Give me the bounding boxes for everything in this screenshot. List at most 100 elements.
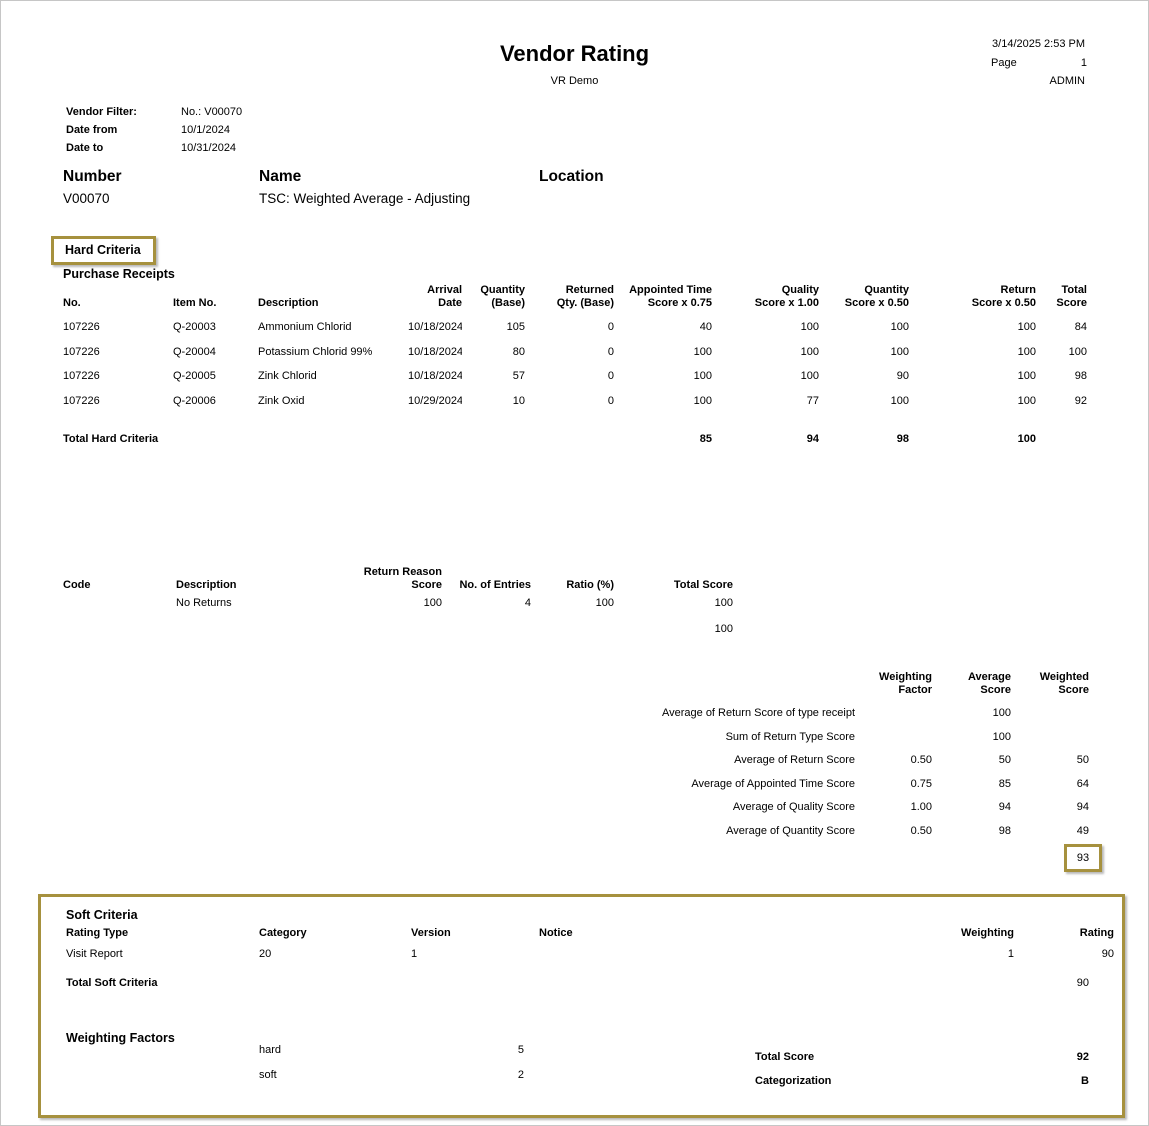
col-arrival-date: Arrival Date xyxy=(427,284,462,309)
col-item-no: Item No. xyxy=(173,296,217,309)
report-datetime: 3/14/2025 2:53 PM xyxy=(992,38,1085,50)
cell-no: 107226 xyxy=(63,345,100,358)
cell-desc: Ammonium Chlorid xyxy=(258,321,352,333)
returns-grand-total-row: 100 xyxy=(63,610,733,636)
summary-row: Sum of Return Type Score 100 xyxy=(501,720,1089,744)
date-from-row: Date from 10/1/2024 xyxy=(66,124,386,142)
total-return: 100 xyxy=(1017,433,1036,445)
summary-factor xyxy=(855,696,932,720)
cell-no: 107226 xyxy=(63,394,100,407)
col-return-description: Description xyxy=(176,578,237,591)
cell-appointed: 100 xyxy=(693,394,712,407)
soft-criteria-heading: Soft Criteria xyxy=(66,908,138,922)
col-weighted-score: Weighted Score xyxy=(1039,671,1089,696)
col-appointed-score: Appointed Time Score x 0.75 xyxy=(629,284,712,309)
cell-quality: 100 xyxy=(800,345,819,358)
cell-return: 100 xyxy=(1017,394,1036,407)
cell-ret-qty: 0 xyxy=(607,321,614,333)
soft-header-row: Rating Type Category Version Notice Weig… xyxy=(66,927,1114,940)
returns-header-row: Code Description Return Reason Score No.… xyxy=(63,566,733,591)
total-appointed: 85 xyxy=(699,433,712,445)
vendor-number: V00070 xyxy=(63,191,110,206)
cell-total: 98 xyxy=(1074,370,1087,382)
cell-quantity: 100 xyxy=(890,345,909,358)
hard-criteria-badge: Hard Criteria xyxy=(51,236,156,265)
cell-return: 100 xyxy=(1017,345,1036,358)
summary-row: Average of Quantity Score 0.50 98 49 xyxy=(501,814,1089,838)
summary-label: Average of Return Score of type receipt xyxy=(661,707,855,719)
col-category: Category xyxy=(259,927,307,939)
summary-row: Average of Quality Score 1.00 94 94 xyxy=(501,790,1089,814)
report-user: ADMIN xyxy=(1049,75,1085,87)
categorization-label: Categorization xyxy=(755,1075,832,1087)
summary-factor: 0.50 xyxy=(910,824,932,837)
cell-no: 107226 xyxy=(63,370,100,382)
returns-grand-total: 100 xyxy=(714,622,733,635)
summary-weighted xyxy=(1011,696,1089,720)
purchase-receipts-heading: Purchase Receipts xyxy=(63,267,175,281)
total-score-row: Total Score 92 xyxy=(755,1051,1089,1064)
vendor-number-header: Number xyxy=(63,168,122,185)
col-returned-qty: Returned Qty. (Base) xyxy=(556,284,614,309)
receipts-header-row: No. Item No. Description Arrival Date Qu… xyxy=(63,284,1087,309)
summary-average: 100 xyxy=(992,730,1011,743)
cell-appointed: 40 xyxy=(699,321,712,333)
receipt-row: 107226 Q-20004 Potassium Chlorid 99% 10/… xyxy=(63,334,1087,359)
summary-average: 100 xyxy=(992,707,1011,719)
receipt-row: 107226 Q-20005 Zink Chlorid 10/18/2024 5… xyxy=(63,358,1087,383)
cell-item: Q-20004 xyxy=(173,345,216,358)
summary-average: 85 xyxy=(998,777,1011,790)
purchase-receipts-table: No. Item No. Description Arrival Date Qu… xyxy=(63,284,1087,407)
cell-quality: 100 xyxy=(800,370,819,382)
factor-row-soft: soft 2 xyxy=(259,1069,524,1082)
col-quality-score: Quality Score x 1.00 xyxy=(754,284,819,309)
cell-version: 1 xyxy=(411,947,418,960)
cell-total: 92 xyxy=(1074,394,1087,407)
categorization-row: Categorization B xyxy=(755,1075,1089,1088)
cell-returns-total: 100 xyxy=(714,597,733,609)
cell-quality: 77 xyxy=(806,394,819,407)
summary-factor: 1.00 xyxy=(910,801,932,813)
report-subtitle: VR Demo xyxy=(550,75,599,87)
col-returns-total-score: Total Score xyxy=(673,578,733,591)
weighting-factors-heading: Weighting Factors xyxy=(66,1031,175,1045)
cell-weighting: 1 xyxy=(1007,947,1014,960)
cell-desc: Potassium Chlorid 99% xyxy=(258,345,373,358)
cell-return: 100 xyxy=(1017,370,1036,382)
date-to-row: Date to 10/31/2024 xyxy=(66,142,386,160)
date-from-label: Date from xyxy=(66,124,118,136)
total-quality: 94 xyxy=(806,433,819,445)
total-soft-criteria-label: Total Soft Criteria xyxy=(66,977,158,989)
cell-item: Q-20005 xyxy=(173,370,216,382)
cell-category: 20 xyxy=(259,947,272,960)
categorization-value: B xyxy=(1081,1075,1089,1087)
summary-weighted: 64 xyxy=(1076,777,1089,790)
col-return-score: Return Score x 0.50 xyxy=(971,284,1036,309)
cell-rating-type: Visit Report xyxy=(66,947,123,960)
cell-appointed: 100 xyxy=(693,370,712,382)
summary-factor: 0.50 xyxy=(910,754,932,766)
cell-item: Q-20003 xyxy=(173,321,216,333)
total-hard-criteria-label: Total Hard Criteria xyxy=(63,433,159,445)
summary-header-row: Weighting Factor Average Score Weighted … xyxy=(501,671,1089,696)
total-score-label: Total Score xyxy=(755,1051,815,1063)
col-notice: Notice xyxy=(539,927,573,939)
summary-label: Average of Quantity Score xyxy=(726,824,855,837)
total-soft-criteria-value: 90 xyxy=(1076,977,1089,989)
factor-hard-label: hard xyxy=(259,1044,282,1056)
summary-average: 98 xyxy=(998,824,1011,837)
col-rating: Rating xyxy=(1079,927,1114,939)
total-hard-criteria-row: Total Hard Criteria 85 94 98 100 xyxy=(63,433,1087,446)
factor-row-hard: hard 5 xyxy=(259,1044,524,1057)
total-score-value: 92 xyxy=(1076,1051,1089,1063)
receipt-row: 107226 Q-20006 Zink Oxid 10/29/2024 10 0… xyxy=(63,383,1087,408)
col-no-of-entries: No. of Entries xyxy=(459,578,531,591)
summary-average: 94 xyxy=(998,801,1011,813)
summary-weighted xyxy=(1011,720,1089,744)
cell-date: 10/29/2024 xyxy=(408,394,462,407)
cell-date: 10/18/2024 xyxy=(408,345,462,358)
summary-weighted: 50 xyxy=(1076,754,1089,766)
date-to-label: Date to xyxy=(66,142,104,154)
soft-criteria-section: Soft Criteria Rating Type Category Versi… xyxy=(38,894,1125,1118)
